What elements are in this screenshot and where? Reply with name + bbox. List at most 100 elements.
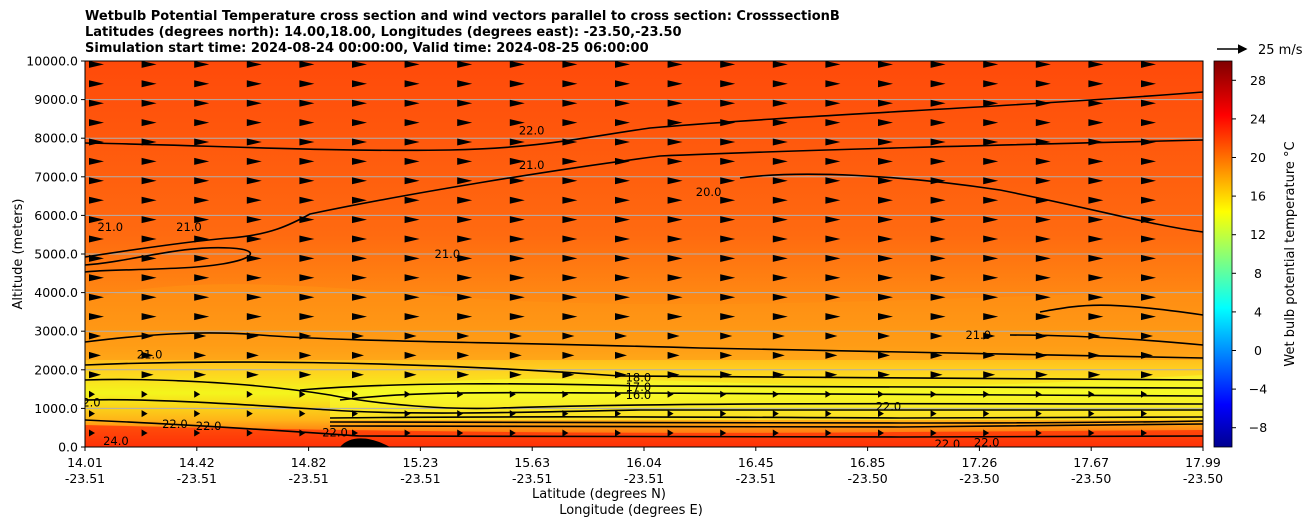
wind-vector [509,390,516,398]
wind-vector [878,177,893,185]
wind-vector [299,119,315,127]
wind-vector [825,177,841,185]
wind-vectors [89,61,1156,437]
wind-vector [352,254,367,262]
wind-vector [615,429,621,437]
wind-vector [1088,313,1104,321]
x-tick-label-lat: 17.67 [1073,455,1109,470]
wind-vector [352,61,367,68]
wind-vector [878,429,884,437]
wind-vector [562,410,569,418]
wind-vector [667,61,683,68]
wind-vector [404,293,420,301]
wind-vector [772,274,788,282]
wind-vector [1141,313,1156,321]
x-tick-label-lat: 14.82 [291,455,327,470]
colorbar-tick-label: −4 [1249,382,1267,397]
y-tick-label: 4000.0 [34,285,78,300]
wind-vector [404,235,420,243]
wind-vector [562,216,578,224]
wind-vector [825,274,841,282]
wind-vector [983,429,990,437]
colorbar-tick-label: 0 [1254,343,1262,358]
wind-vector [457,138,473,146]
wind-vector [194,254,210,262]
wind-vector [772,390,779,398]
wind-vector [562,371,575,379]
wind-vector [930,235,946,243]
wind-vector [509,274,525,282]
wind-vector [825,390,832,398]
wind-vector [1035,429,1042,437]
x-tick-label-lon: -23.50 [1071,471,1111,486]
contour-line-21e [85,332,1203,359]
wind-vector [562,332,575,340]
wind-vector [562,254,578,262]
wind-vector [1035,293,1051,301]
wind-vector [878,293,893,301]
wind-vector [246,119,262,127]
wind-vector [457,429,464,437]
wind-vector [772,119,788,127]
wind-vector [667,216,683,224]
wind-vector [562,119,578,127]
wind-vector [825,138,841,146]
wind-vector [825,99,841,107]
wind-vector [772,351,785,359]
wind-vector [246,332,259,340]
wind-vector [772,196,788,204]
wind-vector [1088,410,1095,418]
colorbar-tick-label: 8 [1254,266,1262,281]
x-tick-label-lon: -23.51 [288,471,328,486]
y-tick-label: 7000.0 [34,169,78,184]
wind-vector [404,138,420,146]
wind-vector [194,80,210,88]
wind-vector [720,157,736,165]
wind-vector [720,216,736,224]
wind-vector [720,235,736,243]
wind-vector [141,216,157,224]
wind-vector [352,196,367,204]
wind-vector [404,157,420,165]
wind-vector [667,313,683,321]
wind-vector [194,351,207,359]
wind-vector [720,274,736,282]
wind-vector [930,216,946,224]
wind-vector [299,429,306,437]
wind-vector [930,196,946,204]
wind-vector [983,410,990,418]
wind-vector [562,80,578,88]
wind-vector [89,293,104,301]
wind-vector [667,157,683,165]
wind-vector [772,157,788,165]
wind-vector [930,293,946,301]
wind-vector [772,429,779,437]
wind-vector [299,235,315,243]
wind-vector [89,99,104,107]
wind-vector [194,235,210,243]
wind-vector [930,61,946,68]
wind-vector [878,390,884,398]
wind-vector [615,351,627,359]
wind-vector [878,313,893,321]
wind-vector [457,351,470,359]
wind-vector [89,274,104,282]
temperature-patch [85,284,1203,360]
wind-vector [1088,177,1104,185]
wind-vector [930,274,946,282]
wind-vector [772,332,785,340]
wind-vector [720,61,736,68]
wind-vector [1035,61,1051,68]
wind-vector [720,429,727,437]
wind-vector [1088,351,1101,359]
wind-vector [1035,410,1042,418]
wind-vector [983,390,990,398]
wind-vector [615,99,630,107]
wind-vector [141,235,157,243]
wind-vector [352,157,367,165]
wind-vector [667,293,683,301]
wind-vector [667,410,674,418]
wind-vector [615,138,630,146]
x-tick-label-lat: 14.42 [179,455,215,470]
wind-vector [457,157,473,165]
